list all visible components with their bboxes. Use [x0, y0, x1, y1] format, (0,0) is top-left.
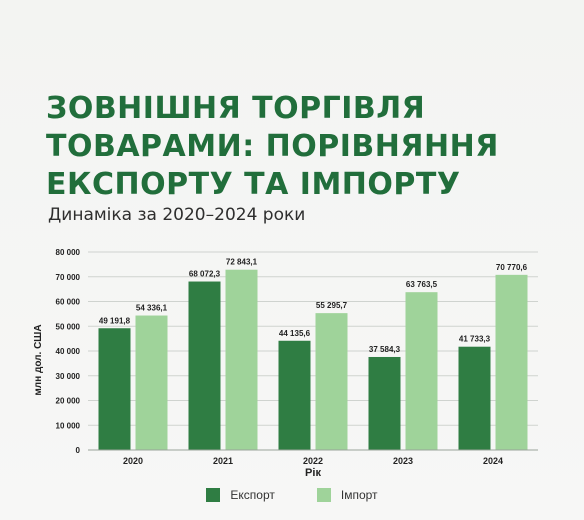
legend-swatch-import — [316, 488, 331, 502]
x-tick-label: 2021 — [213, 456, 233, 466]
y-tick-label: 70 000 — [56, 273, 81, 282]
subtitle: Динаміка за 2020–2024 роки — [48, 205, 306, 225]
x-tick-label: 2023 — [393, 456, 413, 466]
y-tick-label: 80 000 — [56, 248, 81, 257]
value-labels: 49 191,8 54 336,1 68 072,3 72 843,1 44 135,6… — [99, 258, 528, 354]
x-tick-label: 2024 — [483, 456, 503, 466]
value-label-import-2021: 72 843,1 — [226, 258, 258, 267]
bar-import-2022 — [315, 313, 348, 450]
y-tick-label: 50 000 — [56, 322, 81, 331]
value-label-export-2021: 68 072,3 — [189, 270, 221, 279]
page-title: ЗОВНІШНЯ ТОРГІВЛЯ ТОВАРАМИ: ПОРІВНЯННЯ Е… — [46, 90, 566, 204]
legend-item-import: Імпорт — [316, 488, 378, 502]
value-label-import-2022: 55 295,7 — [316, 301, 348, 310]
legend-label-export: Експорт — [230, 488, 275, 502]
value-label-export-2022: 44 135,6 — [279, 329, 311, 338]
bar-import-2020 — [135, 315, 168, 450]
value-label-import-2024: 70 770,6 — [496, 263, 528, 272]
title-line-2: ТОВАРАМИ: ПОРІВНЯННЯ — [46, 129, 499, 164]
bar-export-2021 — [188, 281, 221, 450]
x-axis: 2020 2021 2022 2023 2024 — [88, 449, 538, 466]
legend-swatch-export — [206, 488, 221, 502]
y-tick-label: 30 000 — [56, 372, 81, 381]
bar-export-2020 — [98, 328, 131, 450]
value-label-export-2020: 49 191,8 — [99, 316, 131, 325]
x-tick-label: 2020 — [123, 456, 143, 466]
y-tick-label: 60 000 — [56, 298, 81, 307]
bars — [98, 269, 528, 450]
title-line-1: ЗОВНІШНЯ ТОРГІВЛЯ — [46, 91, 426, 126]
bar-export-2022 — [278, 340, 311, 450]
value-label-import-2023: 63 763,5 — [406, 280, 438, 289]
y-tick-label: 20 000 — [56, 397, 81, 406]
bar-import-2024 — [495, 274, 528, 450]
y-tick-label: 40 000 — [56, 347, 81, 356]
value-label-export-2024: 41 733,3 — [459, 335, 491, 344]
legend-item-export: Експорт — [206, 488, 275, 502]
y-axis-label: млн дол. США — [33, 324, 44, 395]
bar-export-2023 — [368, 356, 401, 450]
x-tick-label: 2022 — [303, 456, 323, 466]
value-label-import-2020: 54 336,1 — [136, 304, 168, 313]
legend-label-import: Імпорт — [340, 488, 378, 502]
y-tick-label: 0 — [76, 446, 81, 455]
bar-import-2021 — [225, 269, 258, 450]
x-axis-label: Рік — [305, 467, 321, 479]
title-line-3: ЕКСПОРТУ ТА ІМПОРТУ — [46, 167, 461, 202]
value-label-export-2023: 37 584,3 — [369, 345, 401, 354]
legend: Експорт Імпорт — [0, 488, 584, 502]
y-tick-label: 10 000 — [56, 421, 81, 430]
y-axis: 0 10 000 20 000 30 000 40 000 50 000 60 000 70 … — [56, 248, 81, 455]
bar-export-2024 — [458, 346, 491, 450]
bar-import-2023 — [405, 292, 438, 450]
bar-chart: 0 10 000 20 000 30 000 40 000 50 000 60 000 70 … — [33, 248, 538, 479]
